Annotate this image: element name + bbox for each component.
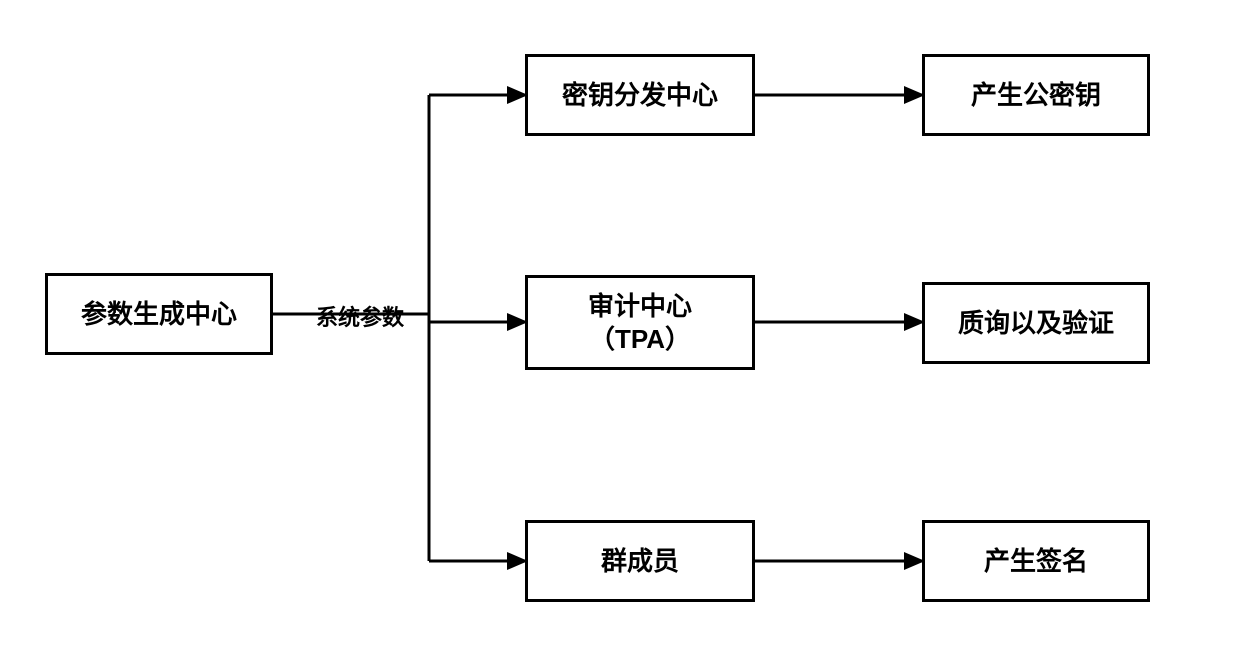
node-param-center: 参数生成中心 [45, 273, 273, 355]
node-label: 参数生成中心 [81, 298, 237, 331]
node-label: 审计中心（TPA） [588, 290, 692, 355]
edge-label-system-params: 系统参数 [300, 300, 420, 332]
node-label: 产生签名 [984, 545, 1088, 578]
node-audit-center: 审计中心（TPA） [525, 275, 755, 370]
node-label: 质询以及验证 [958, 307, 1114, 340]
node-label: 产生公密钥 [971, 79, 1101, 112]
node-group-members: 群成员 [525, 520, 755, 602]
node-label: 密钥分发中心 [562, 79, 718, 112]
edge-label-text: 系统参数 [316, 305, 404, 330]
diagram-canvas: 参数生成中心 密钥分发中心 审计中心（TPA） 群成员 产生公密钥 质询以及验证… [0, 0, 1240, 654]
node-kdc: 密钥分发中心 [525, 54, 755, 136]
node-gen-public-key: 产生公密钥 [922, 54, 1150, 136]
node-challenge-verify: 质询以及验证 [922, 282, 1150, 364]
node-label: 群成员 [601, 545, 679, 578]
node-gen-signature: 产生签名 [922, 520, 1150, 602]
